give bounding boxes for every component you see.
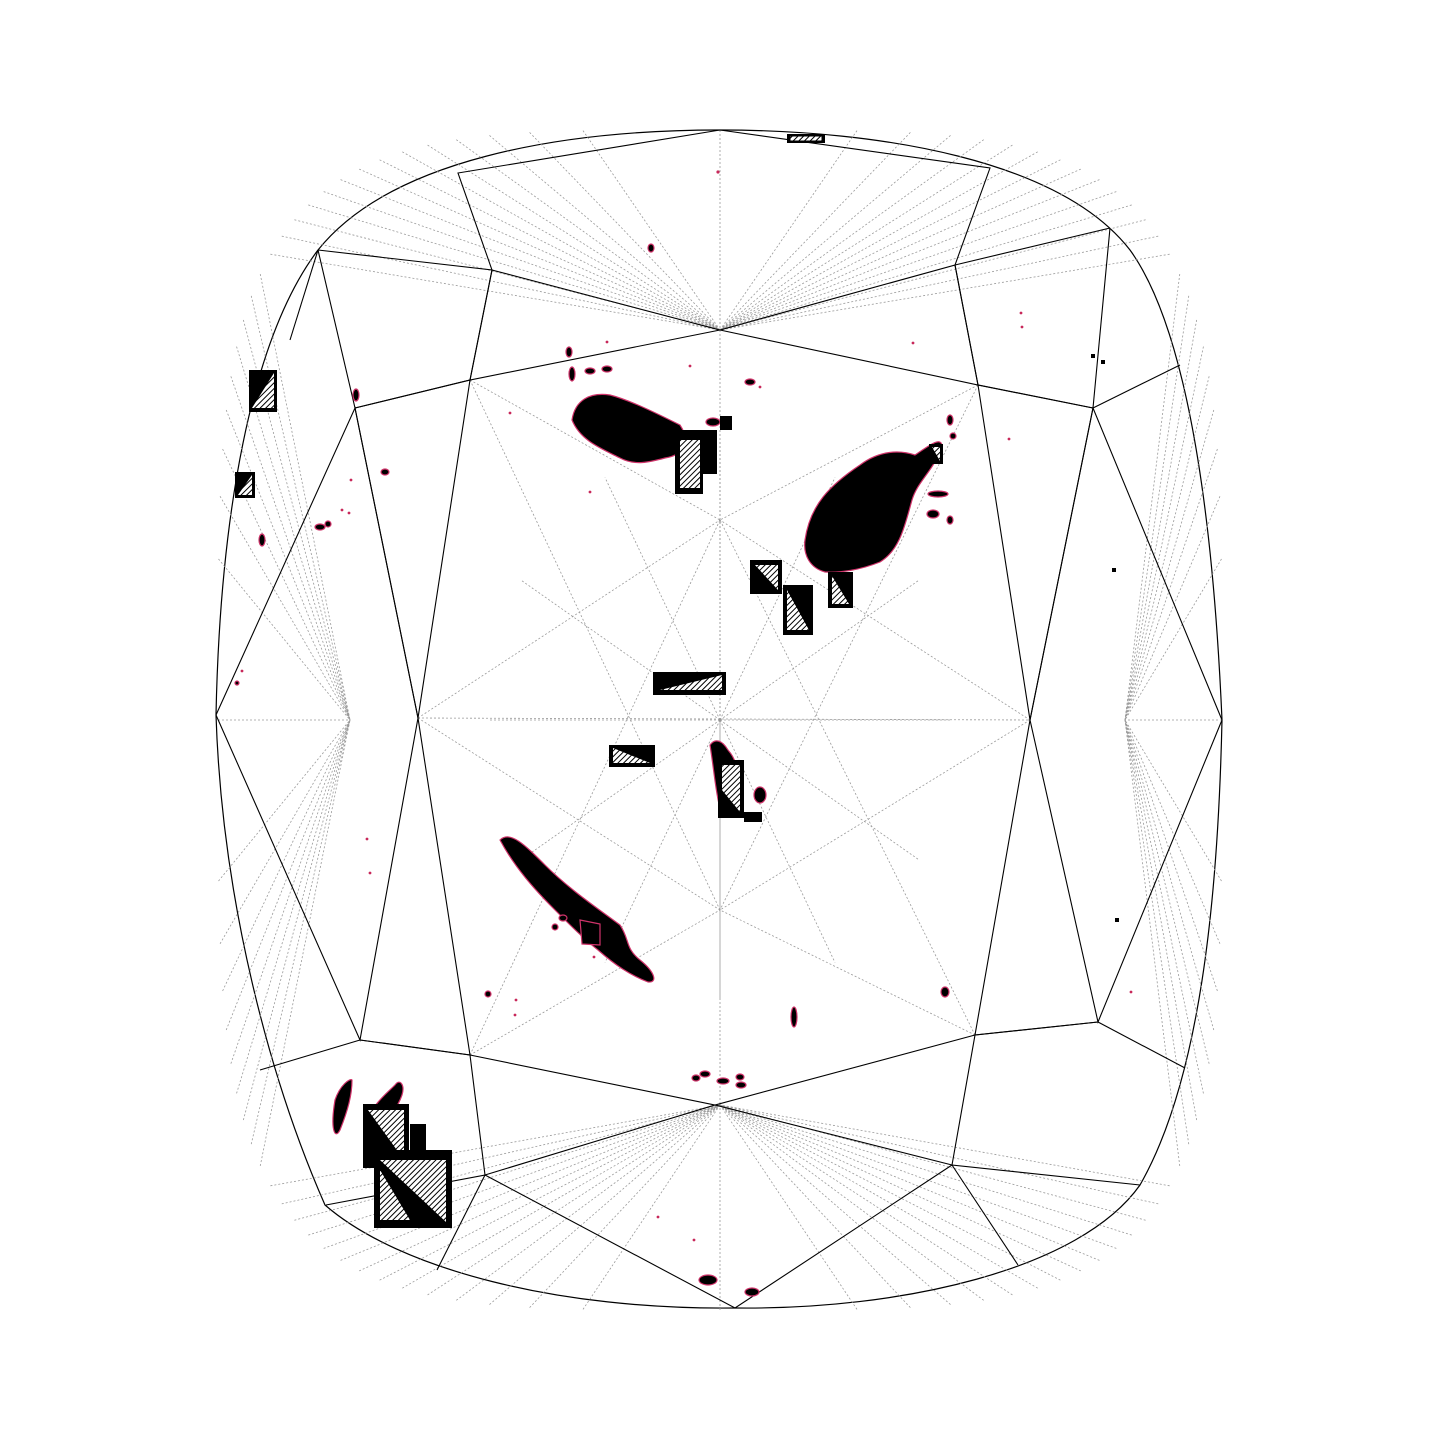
mesh-line [230, 719, 351, 1064]
mesh-line [242, 719, 351, 1121]
mesh-line [719, 235, 1159, 331]
mesh-line [719, 1104, 951, 1305]
mesh-line [250, 295, 351, 721]
mesh-line [719, 191, 1117, 331]
mesh-line [1124, 496, 1221, 721]
mesh-line [719, 168, 1082, 331]
mesh-line [219, 719, 351, 944]
mesh-line [469, 519, 721, 1056]
mesh-line [719, 1104, 1159, 1205]
feather [332, 1079, 353, 1135]
mesh-line [1124, 719, 1210, 1064]
mesh-line [719, 1104, 1100, 1261]
mesh-line [719, 130, 858, 331]
facet-lines [215, 129, 1223, 1309]
mesh-line [270, 1104, 721, 1187]
mesh-line [1124, 719, 1204, 1094]
mesh-line [402, 1104, 721, 1289]
mesh-line [294, 1104, 721, 1221]
feather [499, 836, 655, 983]
mesh-line [719, 159, 1061, 331]
mesh-line [719, 1104, 858, 1310]
mesh-line [218, 719, 351, 882]
mesh-line [719, 384, 979, 911]
mesh-line [719, 1104, 1038, 1289]
mesh-line [218, 558, 351, 721]
mesh-line [582, 130, 721, 331]
mesh-line [294, 219, 721, 331]
mesh-line [1124, 719, 1215, 1031]
mesh-line [529, 132, 721, 331]
mesh-line [719, 1104, 1170, 1187]
mesh-line [719, 144, 1013, 331]
mesh-line [719, 1104, 1146, 1221]
mesh-line [281, 1104, 721, 1205]
mesh-line [719, 1104, 984, 1301]
mesh-line [489, 1104, 721, 1305]
mesh-line [520, 719, 721, 861]
mesh-line [719, 132, 911, 331]
mesh-line [1124, 295, 1190, 721]
mesh-line [719, 519, 1031, 721]
mesh-line [719, 477, 836, 721]
mesh-line [1124, 273, 1181, 721]
mesh-line [469, 379, 721, 911]
mesh-line [719, 384, 979, 521]
mesh-line [340, 179, 721, 331]
mesh-line [1124, 409, 1215, 721]
mesh-line [427, 144, 721, 331]
mesh-line [417, 519, 721, 719]
mesh-line [379, 159, 721, 331]
inclusions [234, 243, 957, 1297]
pinpoints [240, 170, 1133, 1242]
mesh-line [456, 1104, 721, 1301]
mesh-line [520, 579, 721, 721]
feather [579, 919, 601, 946]
mesh-line [250, 719, 351, 1145]
mesh-line [1124, 719, 1221, 944]
mesh-line [582, 1104, 721, 1310]
mesh-line [230, 376, 351, 721]
mesh-line [340, 1104, 721, 1261]
mesh-line [1124, 558, 1222, 721]
pavilion-mesh [218, 130, 1222, 1310]
mesh-line [1124, 376, 1210, 721]
mesh-line [719, 219, 1146, 331]
mesh-line [1124, 719, 1181, 1167]
hatched-symbols [235, 134, 1119, 1228]
mesh-line [402, 151, 721, 331]
mesh-line [323, 191, 721, 331]
mesh-line [719, 179, 1100, 331]
mesh-line [604, 719, 721, 963]
mesh-line [1124, 346, 1204, 721]
mesh-line [281, 235, 721, 331]
mesh-line [222, 719, 351, 992]
mesh-line [1124, 719, 1222, 882]
mesh-line [719, 909, 976, 1036]
mesh-line [719, 719, 920, 861]
mesh-line [1124, 719, 1190, 1145]
mesh-line [358, 168, 721, 331]
mesh-line [719, 719, 1031, 911]
mesh-line [719, 579, 920, 721]
mesh-line [469, 909, 721, 1056]
mesh-line [236, 719, 351, 1094]
mesh-line [219, 496, 351, 721]
